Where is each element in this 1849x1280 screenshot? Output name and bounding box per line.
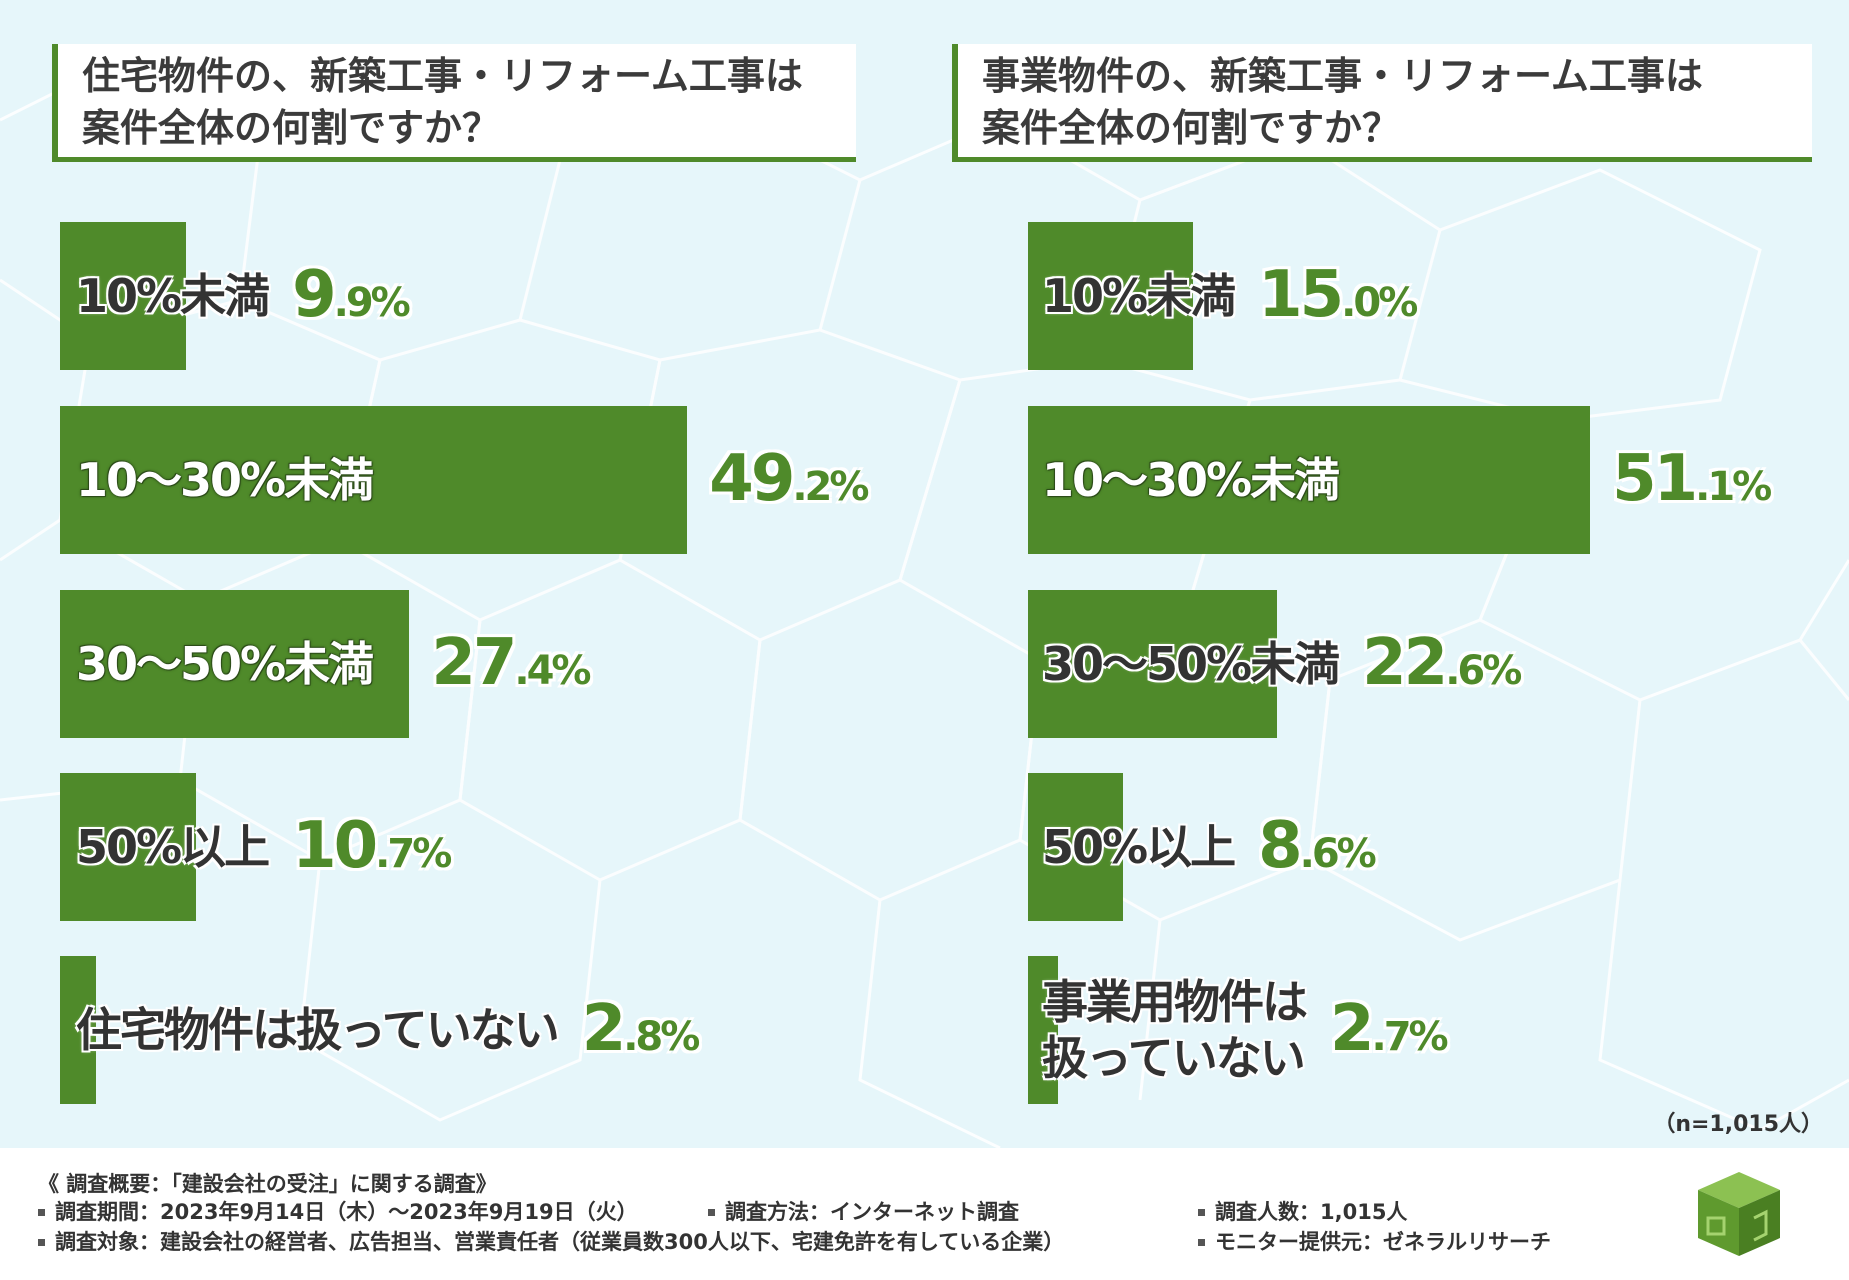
left-category-label-5: 住宅物件は扱っていない — [76, 1002, 560, 1058]
right-question-line2: 案件全体の何割ですか？ — [982, 106, 1401, 150]
right-value-label-3: 22.6% — [1362, 626, 1522, 700]
right-value-int-4: 8 — [1258, 809, 1302, 883]
footer-provider-row: モニター提供元：ゼネラルリサーチ — [1198, 1226, 1551, 1256]
left-category-label-4: 50%以上 — [76, 819, 270, 875]
right-category-text-5-1: 事業用物件は — [1042, 975, 1308, 1029]
left-bar-3 — [60, 590, 410, 738]
right-value-dec-2: .1% — [1695, 464, 1772, 510]
right-value-int-1: 15 — [1258, 258, 1344, 332]
left-bar-5 — [60, 956, 96, 1104]
left-value-dec-2: .2% — [792, 464, 869, 510]
right-category-text-4-1: 50%以上 — [1042, 820, 1236, 874]
left-question-line2: 案件全体の何割ですか？ — [82, 106, 501, 150]
right-value-label-5: 2.7% — [1330, 992, 1449, 1066]
footer-count: 調査人数：1,015人 — [1215, 1200, 1408, 1224]
right-bar-chart: 10%未満 15.0% 10〜30%未満 51.1% 30〜50%未満 22.6% 50%以… — [1028, 222, 1772, 1104]
right-bar-3 — [1028, 590, 1277, 738]
left-value-label-2: 49.2% — [709, 442, 869, 516]
left-value-label-3: 27.4% — [431, 626, 591, 700]
left-category-text-1-1: 10%未満 — [76, 269, 270, 323]
right-value-label-4: 8.6% — [1258, 809, 1377, 883]
right-value-int-5: 2 — [1330, 992, 1374, 1066]
right-value-label-1: 15.0% — [1258, 258, 1418, 332]
left-value-dec-4: .7% — [375, 831, 452, 877]
left-category-label-2: 10〜30%未満 — [76, 452, 374, 508]
left-category-label-3: 30〜50%未満 — [76, 636, 374, 692]
right-category-label-4: 50%以上 — [1042, 819, 1236, 875]
left-question-box: 住宅物件の、新築工事・リフォーム工事は 案件全体の何割ですか？ — [52, 44, 856, 162]
right-category-text-5-2: 扱っていない — [1042, 1031, 1306, 1085]
left-category-text-3-1: 30〜50%未満 — [76, 637, 374, 691]
right-value-int-3: 22 — [1362, 626, 1448, 700]
right-value-dec-4: .6% — [1299, 831, 1377, 877]
right-category-label-2: 10〜30%未満 — [1042, 452, 1340, 508]
cube-logo-icon — [1698, 1172, 1780, 1256]
left-question-line1: 住宅物件の、新築工事・リフォーム工事は — [82, 54, 803, 98]
sample-size-label: （n=1,015人） — [1653, 1112, 1823, 1137]
left-value-int-1: 9 — [292, 258, 336, 332]
left-bar-4 — [60, 773, 197, 921]
right-value-dec-5: .7% — [1371, 1014, 1449, 1060]
footer-count-row: 調査人数：1,015人 — [1198, 1196, 1407, 1226]
footer-provider: モニター提供元：ゼネラルリサーチ — [1215, 1230, 1551, 1254]
left-value-dec-5: .8% — [623, 1014, 700, 1060]
footer-period-row: 調査期間：2023年9月14日（木）〜2023年9月19日（火） — [38, 1196, 638, 1226]
left-category-text-2-1: 10〜30%未満 — [76, 453, 374, 507]
right-value-label-2: 51.1% — [1612, 442, 1772, 516]
right-value-int-2: 51 — [1612, 442, 1698, 516]
footer-period: 調査期間：2023年9月14日（木）〜2023年9月19日（火） — [55, 1200, 638, 1224]
right-category-label-3: 30〜50%未満 — [1042, 636, 1340, 692]
left-category-text-5-1: 住宅物件は扱っていない — [76, 1003, 560, 1057]
footer-method: 調査方法：インターネット調査 — [725, 1200, 1019, 1224]
left-value-label-5: 2.8% — [581, 992, 701, 1066]
left-category-text-4-1: 50%以上 — [76, 820, 270, 874]
left-bar-chart: 10%未満 9.9% 10〜30%未満 49.2% 30〜50%未満 27.4% 50%以上… — [60, 222, 869, 1104]
right-category-text-2-1: 10〜30%未満 — [1042, 453, 1340, 507]
right-category-label-1: 10%未満 — [1042, 268, 1236, 324]
left-bar-1 — [60, 222, 187, 370]
right-category-text-1-1: 10%未満 — [1042, 269, 1236, 323]
right-question-line1: 事業物件の、新築工事・リフォーム工事は — [982, 54, 1703, 98]
left-category-label-1: 10%未満 — [76, 268, 270, 324]
left-value-int-2: 49 — [709, 442, 795, 516]
footer-summary: 《 調査概要：「建設会社の受注」に関する調査》 — [38, 1172, 497, 1196]
left-value-dec-1: .9% — [333, 280, 411, 326]
right-bar-4 — [1028, 773, 1123, 921]
footer-target: 調査対象：建設会社の経営者、広告担当、営業責任者（従業員数300人以下、宅建免許… — [55, 1230, 1065, 1254]
right-value-dec-1: .0% — [1341, 280, 1418, 326]
left-bar-2 — [60, 406, 688, 554]
left-value-dec-3: .4% — [514, 648, 591, 694]
right-bar-5 — [1028, 956, 1058, 1104]
survey-footer: 《 調査概要：「建設会社の受注」に関する調査》 調査期間：2023年9月14日（… — [0, 1148, 1849, 1280]
left-value-label-1: 9.9% — [292, 258, 411, 332]
right-bar-2 — [1028, 406, 1591, 554]
left-value-int-3: 27 — [431, 626, 517, 700]
right-category-label-5: 事業用物件は 扱っていない — [1042, 974, 1308, 1086]
left-value-label-4: 10.7% — [292, 809, 452, 883]
right-category-text-3-1: 30〜50%未満 — [1042, 637, 1340, 691]
right-question-box: 事業物件の、新築工事・リフォーム工事は 案件全体の何割ですか？ — [952, 44, 1812, 162]
right-value-dec-3: .6% — [1445, 648, 1522, 694]
left-value-int-4: 10 — [292, 809, 378, 883]
left-value-int-5: 2 — [581, 992, 626, 1066]
footer-target-row: 調査対象：建設会社の経営者、広告担当、営業責任者（従業員数300人以下、宅建免許… — [38, 1226, 1064, 1256]
footer-method-row: 調査方法：インターネット調査 — [708, 1196, 1019, 1226]
right-bar-1 — [1028, 222, 1193, 370]
